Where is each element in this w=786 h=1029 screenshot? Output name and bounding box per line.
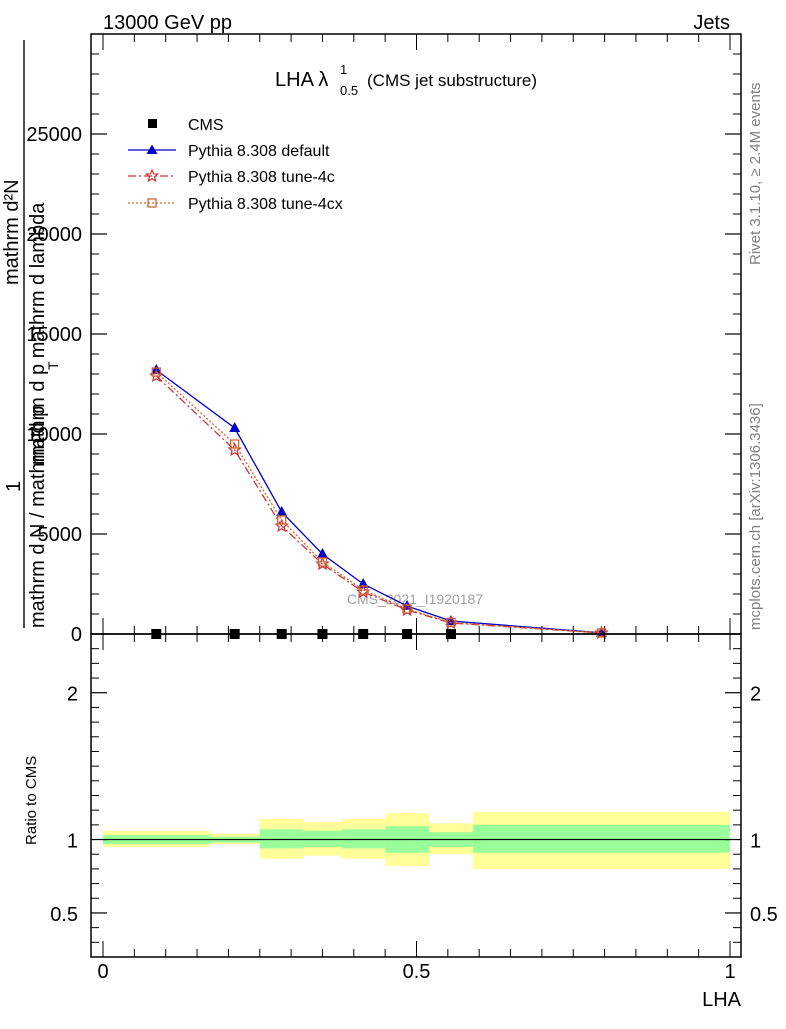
series-3 [151, 367, 607, 638]
legend: CMS Pythia 8.308 default Pythia 8.308 tu… [128, 117, 343, 213]
data-point [276, 506, 288, 516]
x-tick-label: 1 [724, 961, 735, 983]
y-label-numerator-den-sub: T [45, 361, 61, 370]
series-line [155, 369, 602, 634]
ratio-plot-frame [90, 633, 742, 958]
ratio-band-inner [341, 829, 386, 849]
legend-entry-default: Pythia 8.308 default [128, 143, 330, 160]
legend-marker-tune4c [144, 168, 160, 183]
ratio-y-label: Ratio to CMS [23, 756, 40, 845]
ratio-y-tick-label-left: 2 [67, 684, 78, 706]
legend-marker-cms [148, 119, 157, 128]
y-label-one: 1 [3, 481, 25, 492]
title-main: LHA λ [275, 69, 328, 91]
rivet-label: Rivet 3.1.10, ≥ 2.4M events [747, 83, 764, 266]
x-tick-label: 0.5 [403, 961, 431, 983]
mcplots-label: mcplots.cern.ch [arXiv:1306.3436] [747, 403, 764, 630]
ratio-y-tick-label-right: 2 [750, 684, 761, 706]
x-tick-label: 0 [97, 961, 108, 983]
main-y-tick-label: 10000 [26, 424, 82, 446]
ratio-y-tick-label-left: 0.5 [50, 904, 78, 926]
data-point [151, 367, 161, 377]
ratio-y-tick-label-left: 1 [67, 831, 78, 853]
legend-label-tune4cx: Pythia 8.308 tune-4cx [188, 196, 343, 213]
y-label-denominator: mathrm d N / mathrm d p [27, 406, 49, 628]
ratio-bands-group [103, 811, 730, 869]
legend-entry-cms: CMS [148, 117, 224, 134]
title-subscript: 0.5 [340, 83, 358, 98]
data-point [402, 604, 412, 614]
series-line [155, 375, 602, 634]
main-y-axis-label: 1 mathrm d²N mathrm d p mathrm d lambda … [1, 40, 61, 628]
main-y-tick-label: 25000 [26, 124, 82, 146]
legend-marker-tune4cx [147, 198, 157, 208]
legend-label-cms: CMS [188, 117, 224, 134]
title-superscript: 1 [340, 62, 347, 77]
ratio-band-inner [472, 824, 730, 853]
y-label-numerator: mathrm d²N [1, 179, 23, 285]
legend-label-default: Pythia 8.308 default [188, 143, 330, 160]
energy-label: 13000 GeV pp [103, 12, 232, 34]
main-y-tick-label: 0 [71, 624, 82, 646]
ratio-y-tick-label-right: 1 [750, 831, 761, 853]
data-point [358, 585, 368, 595]
ratio-axis-ticks: 0.5 0.5 1 1 2 2 0 0.5 1 [50, 634, 778, 983]
main-plot-title: LHA λ 1 0.5 (CMS jet substructure) [275, 62, 537, 98]
x-axis-label: LHA [702, 989, 742, 1011]
legend-entry-tune4c: Pythia 8.308 tune-4c [128, 168, 335, 186]
legend-star-shape [144, 168, 160, 183]
data-point [229, 422, 241, 432]
category-label: Jets [693, 12, 730, 34]
data-point [230, 439, 240, 449]
data-point [446, 617, 456, 628]
ratio-band-inner [303, 830, 342, 847]
y-label-numerator-den: mathrm d p mathrm d lambda [27, 202, 49, 465]
series-line [155, 371, 602, 634]
legend-entry-tune4cx: Pythia 8.308 tune-4cx [128, 196, 343, 213]
main-series-group [149, 364, 609, 640]
data-point [277, 515, 287, 525]
main-y-tick-label: 5000 [38, 524, 83, 546]
main-axis-ticks: 0 5000 10000 15000 20000 25000 [26, 34, 741, 646]
data-point [316, 548, 328, 558]
main-y-tick-label: 20000 [26, 224, 82, 246]
ratio-y-tick-label-right: 0.5 [750, 904, 778, 926]
legend-marker-default [146, 144, 158, 154]
analysis-watermark: CMS_2021_I1920187 [347, 591, 483, 607]
title-suffix: (CMS jet substructure) [367, 71, 537, 90]
data-point [317, 557, 328, 567]
data-point [596, 628, 607, 638]
main-y-tick-label: 15000 [26, 324, 82, 346]
ratio-band-inner [259, 829, 304, 849]
legend-label-tune4c: Pythia 8.308 tune-4c [188, 169, 335, 186]
